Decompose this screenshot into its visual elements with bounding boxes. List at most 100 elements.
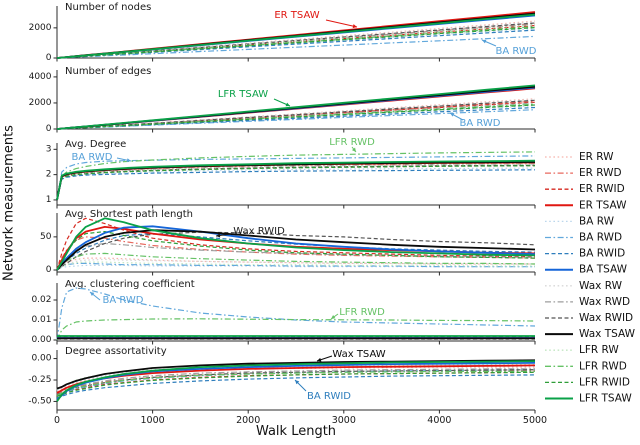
series-wax-rw [56, 258, 535, 271]
legend-entry-er-rwid: ER RWID [545, 183, 625, 195]
annotation-arrow [325, 19, 358, 28]
series-lfr-tsaw [56, 159, 536, 201]
annotation-ba-rwd: BA RWD [495, 46, 536, 57]
panel-title: Avg. Degree [65, 139, 126, 150]
legend-entry-ba-rw: BA RW [545, 215, 615, 227]
series-ba-rwd [56, 155, 536, 201]
legend-label-er-tsaw: ER TSAW [579, 199, 627, 211]
legend-label-lfr-tsaw: LFR TSAW [579, 393, 632, 405]
annotation-arrowhead [295, 380, 300, 385]
legend-label-er-rw: ER RW [579, 151, 614, 163]
legend-label-ba-tsaw: BA TSAW [579, 264, 628, 276]
series-ba-rwid [56, 374, 536, 399]
legend-entry-wax-tsaw: Wax TSAW [545, 328, 636, 340]
annotation-arrowhead [482, 39, 487, 44]
annotation-wax-rwid: Wax RWID [233, 226, 285, 237]
y-tick-label: 0.00 [31, 354, 51, 364]
series-ba-tsaw [56, 225, 536, 271]
legend-label-lfr-rwd: LFR RWD [579, 360, 627, 372]
y-tick-label: 0 [46, 53, 52, 63]
series-er-tsaw [56, 364, 536, 394]
series-wax-rwd [56, 163, 536, 201]
series-ba-rwd [56, 262, 535, 271]
legend-label-wax-rw: Wax RW [579, 280, 623, 292]
series-lfr-rwd [56, 318, 536, 341]
annotation-arrowhead [216, 233, 221, 238]
annotation-ba-rwd: BA RWD [459, 118, 500, 129]
legend-entry-er-rwd: ER RWD [545, 167, 622, 179]
y-tick-label: 0 [46, 265, 52, 275]
annotation-arrowhead [285, 102, 290, 107]
annotation-arrowhead [352, 24, 357, 29]
annotation-arrowhead [450, 113, 455, 117]
series-ba-rwd [56, 287, 536, 341]
panel-title: Avg. clustering coefficient [65, 279, 195, 290]
x-tick-label: 5000 [523, 415, 547, 426]
panel-title: Avg. Shortest path length [65, 209, 193, 220]
annotation-arrowhead [331, 315, 336, 319]
x-axis-label: Walk Length [255, 424, 337, 439]
legend-entry-lfr-rw: LFR RW [545, 344, 619, 356]
series-er-rwid [56, 217, 536, 271]
annotation-lfr-rwd: LFR RWD [329, 137, 375, 148]
series-wax-tsaw [56, 229, 536, 271]
legend-entry-wax-rwid: Wax RWID [545, 312, 633, 324]
series-lfr-rwid [56, 371, 536, 397]
panel-degree-assortativity: 0.00 -0.25 -0.500 1000 2000 3000 4000 5000 Degre… [28, 346, 547, 426]
y-tick-label: 0.02 [31, 295, 51, 305]
y-tick-label: 0.01 [31, 315, 51, 325]
legend-entry-wax-rw: Wax RW [545, 280, 623, 292]
series-lfr-rwd [56, 252, 536, 271]
panel-avg-degree: 1 2 3 Avg. Degree BA RWD LFR RWD [46, 137, 536, 209]
y-tick-label: 0 [46, 124, 52, 134]
annotation-er-tsaw: ER TSAW [274, 10, 319, 21]
annotation-ba-rwd: BA RWD [71, 152, 112, 163]
legend: ER RW ER RWD ER RWID ER TSAW BA RW BA RWD BA R… [545, 151, 636, 405]
series-lfr-rwd [56, 151, 536, 201]
x-tick-label: 1000 [141, 415, 165, 426]
legend-label-er-rwd: ER RWD [579, 167, 622, 179]
x-tick-label: 0 [54, 415, 60, 426]
legend-entry-lfr-tsaw: LFR TSAW [545, 393, 632, 405]
x-tick-label: 4000 [427, 415, 451, 426]
annotation-arrowhead [317, 357, 322, 362]
y-tick-label: 50 [40, 232, 52, 242]
legend-label-wax-tsaw: Wax TSAW [579, 328, 636, 340]
legend-entry-ba-rwd: BA RWD [545, 232, 622, 244]
panel-avg-clustering-coefficient: 0.00 0.01 0.02 Avg. clustering coefficient B… [31, 279, 536, 345]
legend-label-lfr-rw: LFR RW [579, 344, 619, 356]
annotation-lfr-rwd: LFR RWD [339, 307, 385, 318]
series-ba-rwid [56, 169, 536, 201]
legend-label-lfr-rwid: LFR RWID [579, 376, 630, 388]
series-lfr-tsaw [56, 217, 536, 271]
annotation-ba-rwd: BA RWD [102, 295, 143, 306]
panel-title: Number of nodes [65, 2, 151, 13]
panel-number-of-nodes: 0 2000 Number of nodes ER TSAW BA RWD [29, 2, 537, 63]
y-tick-label: 4000 [29, 72, 52, 82]
annotation-lfr-tsaw: LFR TSAW [218, 89, 268, 100]
y-tick-label: 1 [46, 195, 52, 205]
panel-title: Degree assortativity [65, 346, 167, 357]
annotation-arrowhead [126, 158, 131, 163]
series-lfr-rwid [56, 165, 536, 201]
annotation-arrowhead [351, 147, 356, 152]
legend-label-wax-rwd: Wax RWD [579, 296, 630, 308]
panel-title: Number of edges [65, 66, 151, 77]
y-axis-label: Network measurements [1, 125, 17, 281]
legend-entry-er-rw: ER RW [545, 151, 614, 163]
x-tick-label: 3000 [332, 415, 356, 426]
series-ba-rw [56, 167, 536, 201]
legend-entry-er-tsaw: ER TSAW [545, 199, 627, 211]
legend-label-ba-rw: BA RW [579, 215, 615, 227]
annotation-ba-rwid: BA RWID [307, 391, 351, 402]
series-wax-rwid [56, 231, 536, 271]
x-tick-label: 2000 [236, 415, 260, 426]
y-tick-label: -0.25 [28, 375, 51, 385]
series-lfr-tsaw [56, 360, 536, 402]
annotation-arrowhead [90, 292, 95, 297]
legend-entry-ba-rwid: BA RWID [545, 248, 625, 260]
legend-label-wax-rwid: Wax RWID [579, 312, 633, 324]
series-lfr-tsaw [56, 13, 536, 59]
y-tick-label: 2 [46, 170, 52, 180]
